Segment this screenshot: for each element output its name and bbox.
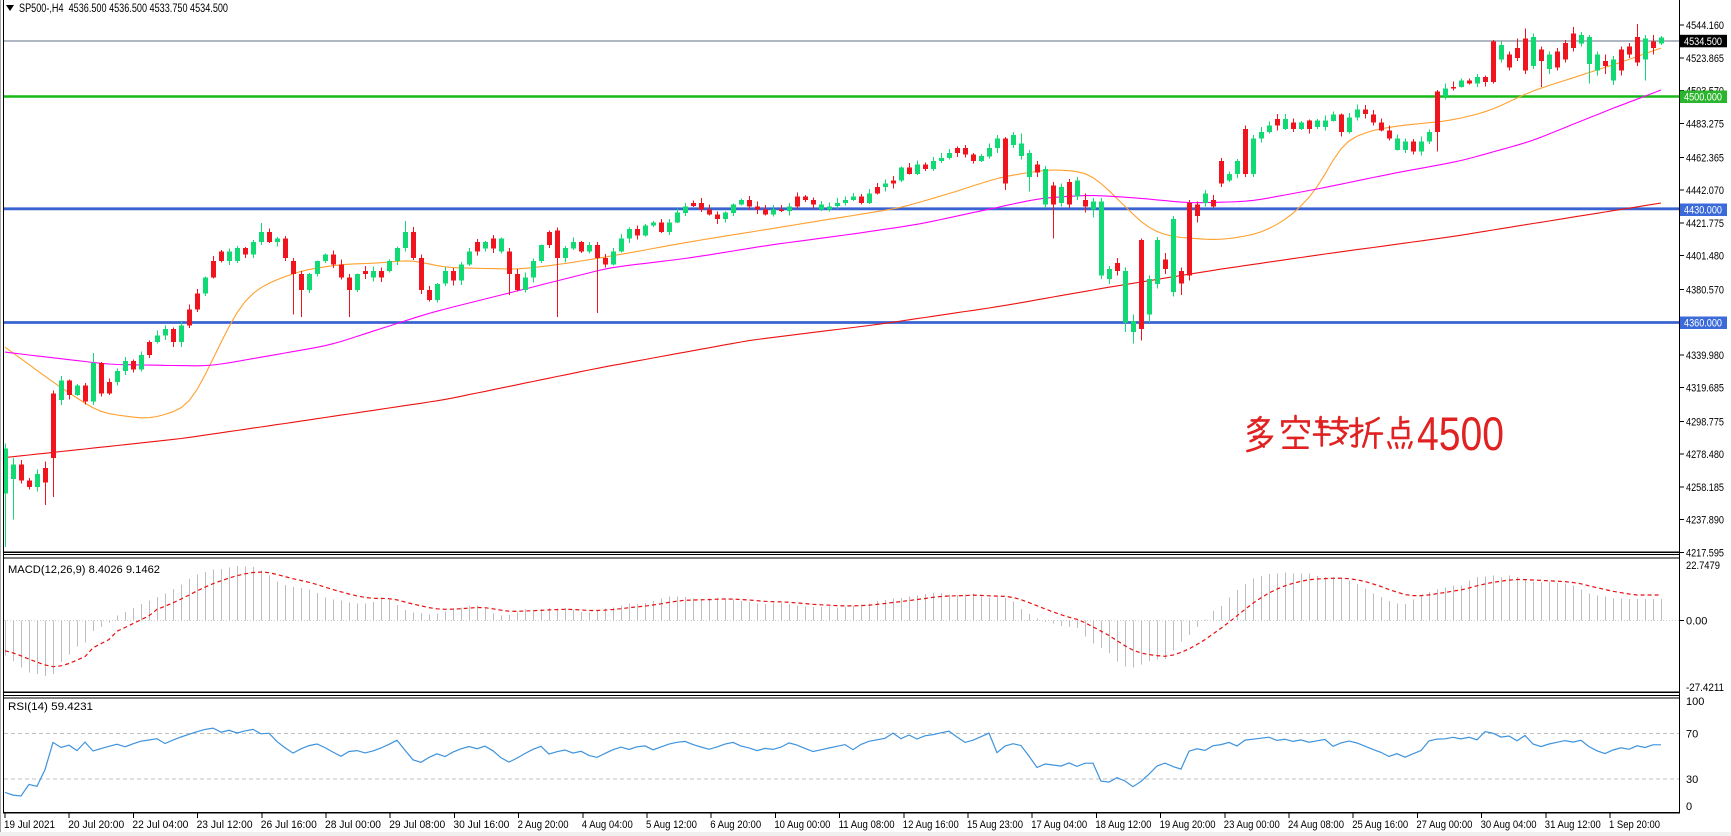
svg-text:4462.365: 4462.365: [1686, 152, 1724, 164]
svg-text:100: 100: [1686, 696, 1704, 708]
svg-text:0.00: 0.00: [1686, 616, 1707, 628]
svg-text:11 Aug 08:00: 11 Aug 08:00: [839, 819, 895, 831]
svg-text:23 Jul 12:00: 23 Jul 12:00: [197, 819, 253, 831]
svg-text:26 Jul 16:00: 26 Jul 16:00: [261, 819, 317, 831]
svg-text:RSI(14) 59.4231: RSI(14) 59.4231: [8, 701, 93, 713]
svg-text:28 Jul 00:00: 28 Jul 00:00: [325, 819, 381, 831]
svg-text:SP500-,H4 4536.500 4536.500 4: SP500-,H4 4536.500 4536.500 4533.750 453…: [19, 3, 228, 15]
svg-text:20 Jul 20:00: 20 Jul 20:00: [68, 819, 124, 831]
svg-text:5 Aug 12:00: 5 Aug 12:00: [646, 819, 697, 831]
svg-text:4360.000: 4360.000: [1684, 318, 1722, 330]
svg-text:4298.775: 4298.775: [1686, 416, 1724, 428]
svg-text:6 Aug 20:00: 6 Aug 20:00: [710, 819, 761, 831]
svg-text:25 Aug 16:00: 25 Aug 16:00: [1352, 819, 1408, 831]
svg-text:18 Aug 12:00: 18 Aug 12:00: [1095, 819, 1151, 831]
svg-text:10 Aug 00:00: 10 Aug 00:00: [774, 819, 830, 831]
svg-text:4278.480: 4278.480: [1686, 449, 1724, 461]
svg-text:23 Aug 00:00: 23 Aug 00:00: [1224, 819, 1280, 831]
svg-text:22 Jul 04:00: 22 Jul 04:00: [132, 819, 188, 831]
svg-text:4237.890: 4237.890: [1686, 515, 1724, 527]
svg-text:1 Sep 20:00: 1 Sep 20:00: [1609, 819, 1660, 831]
svg-text:0: 0: [1686, 801, 1692, 813]
svg-text:24 Aug 08:00: 24 Aug 08:00: [1288, 819, 1344, 831]
svg-text:4217.595: 4217.595: [1686, 547, 1724, 559]
svg-text:MACD(12,26,9) 8.4026 9.1462: MACD(12,26,9) 8.4026 9.1462: [8, 564, 160, 576]
svg-text:27 Aug 00:00: 27 Aug 00:00: [1416, 819, 1472, 831]
svg-text:4534.500: 4534.500: [1684, 36, 1722, 48]
svg-text:4401.480: 4401.480: [1686, 251, 1724, 263]
svg-text:4339.980: 4339.980: [1686, 350, 1724, 362]
svg-text:4500.000: 4500.000: [1684, 92, 1722, 104]
svg-text:17 Aug 04:00: 17 Aug 04:00: [1031, 819, 1087, 831]
svg-text:4 Aug 04:00: 4 Aug 04:00: [582, 819, 633, 831]
svg-text:4421.775: 4421.775: [1686, 218, 1724, 230]
svg-text:19 Jul 2021: 19 Jul 2021: [4, 819, 55, 831]
svg-text:2 Aug 20:00: 2 Aug 20:00: [518, 819, 569, 831]
svg-text:4380.570: 4380.570: [1686, 284, 1724, 296]
svg-text:12 Aug 16:00: 12 Aug 16:00: [903, 819, 959, 831]
svg-text:31 Aug 12:00: 31 Aug 12:00: [1545, 819, 1601, 831]
svg-text:29 Jul 08:00: 29 Jul 08:00: [389, 819, 445, 831]
svg-text:4544.160: 4544.160: [1686, 20, 1724, 32]
svg-text:4258.185: 4258.185: [1686, 482, 1724, 494]
svg-text:15 Aug 23:00: 15 Aug 23:00: [967, 819, 1023, 831]
svg-text:30 Aug 04:00: 30 Aug 04:00: [1481, 819, 1537, 831]
svg-text:-27.4211: -27.4211: [1686, 682, 1724, 694]
svg-text:22.7479: 22.7479: [1686, 560, 1720, 572]
svg-text:4483.275: 4483.275: [1686, 119, 1724, 131]
svg-text:4442.070: 4442.070: [1686, 185, 1724, 197]
svg-text:4500: 4500: [1417, 407, 1504, 460]
svg-text:30: 30: [1686, 774, 1698, 786]
svg-text:30 Jul 16:00: 30 Jul 16:00: [453, 819, 509, 831]
svg-text:19 Aug 20:00: 19 Aug 20:00: [1160, 819, 1216, 831]
svg-text:4319.685: 4319.685: [1686, 383, 1724, 395]
svg-text:4523.865: 4523.865: [1686, 53, 1724, 65]
svg-text:4430.000: 4430.000: [1684, 205, 1722, 217]
svg-text:70: 70: [1686, 728, 1698, 740]
